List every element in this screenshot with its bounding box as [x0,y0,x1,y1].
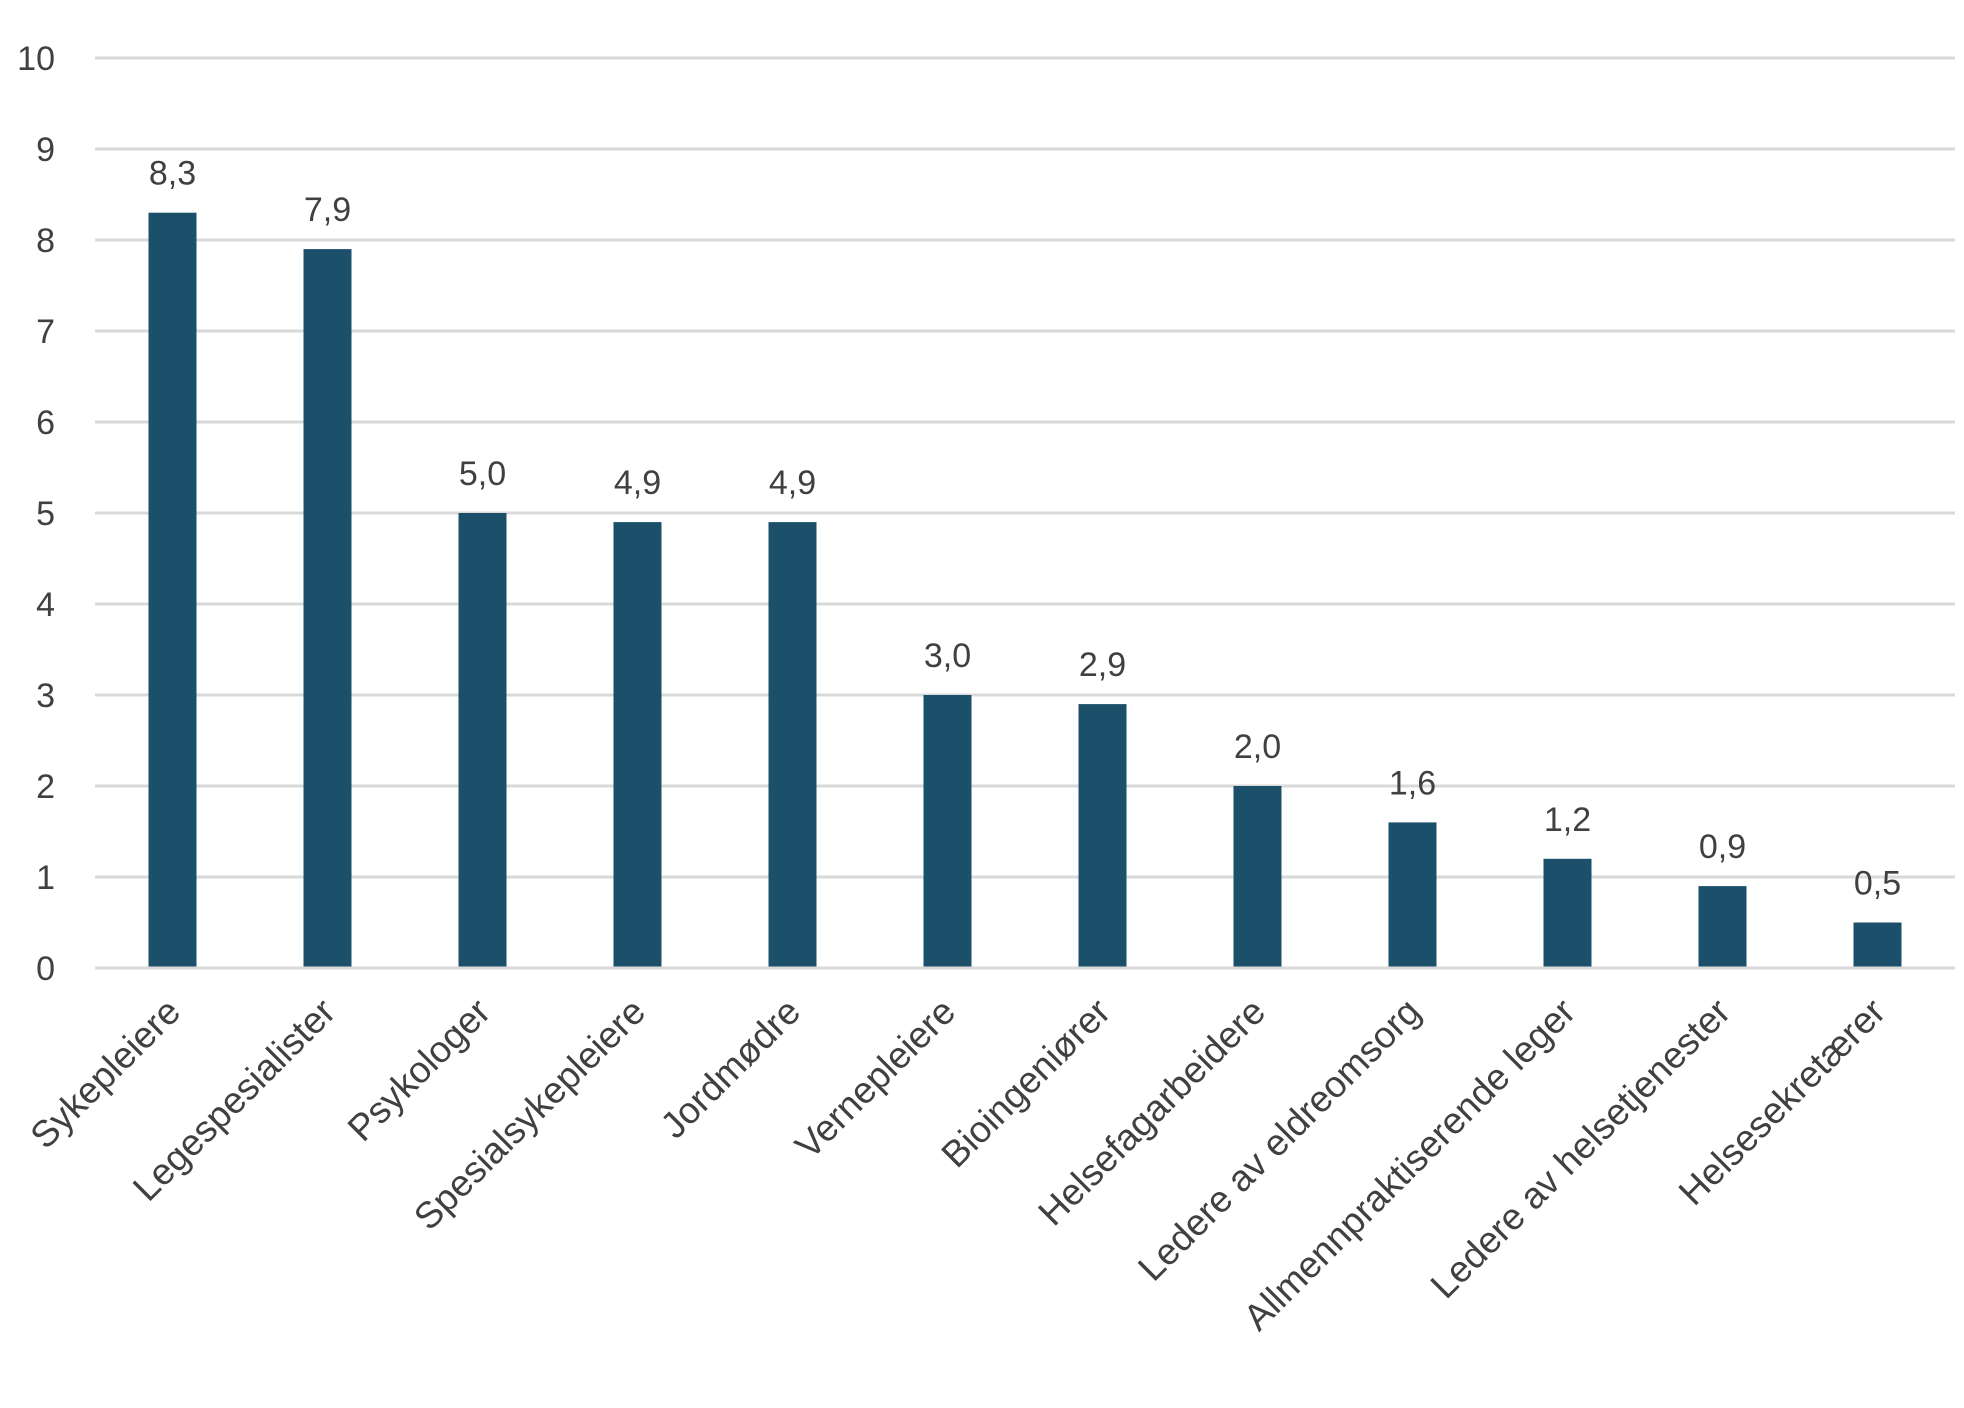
grid-layer [95,56,1955,879]
x-tick-label: Psykologer [340,991,498,1149]
x-tick-label: Ledere av eldreomsorg [1130,991,1428,1289]
y-tick-label: 1 [36,859,55,897]
label-layer: 0123456789108,3Sykepleiere7,9Legespesial… [17,40,1901,1338]
y-tick-label: 2 [36,768,55,806]
y-tick-label: 0 [36,950,55,988]
data-label: 8,3 [149,155,196,193]
bar-2 [303,249,352,969]
y-tick-label: 8 [36,222,55,260]
y-tick-label: 9 [36,131,55,169]
data-label: 1,2 [1544,801,1591,839]
x-tick-label: Vernepleiere [787,991,963,1167]
bar-4 [613,522,662,968]
data-label: 0,9 [1699,828,1746,866]
bar-11 [1698,886,1747,968]
x-tick-label: Jordmødre [653,991,808,1146]
y-tick-label: 4 [36,586,55,624]
x-tick-label: Ledere av helsetjenester [1423,991,1739,1307]
data-label: 5,0 [459,455,506,493]
data-label: 2,0 [1234,728,1281,766]
bar-layer [148,212,1902,969]
x-tick-label: Allmennpraktiserende leger [1236,991,1583,1338]
bar-6 [923,695,972,968]
data-label: 0,5 [1854,865,1901,903]
data-label: 4,9 [769,464,816,502]
y-tick-label: 3 [36,677,55,715]
bar-5 [768,522,817,968]
bar-12 [1853,922,1902,968]
bar-8 [1233,786,1282,968]
bar-1 [148,212,197,968]
data-label: 7,9 [304,191,351,229]
y-tick-label: 6 [36,404,55,442]
data-label: 1,6 [1389,764,1436,802]
y-tick-label: 5 [36,495,55,533]
bar-9 [1388,822,1437,968]
y-tick-label: 10 [17,40,55,78]
y-tick-label: 7 [36,313,55,351]
x-tick-label: Sykepleiere [22,991,188,1157]
bar-10 [1543,858,1592,968]
bar-3 [458,513,507,968]
data-label: 4,9 [614,464,661,502]
data-label: 2,9 [1079,646,1126,684]
bar-7 [1078,704,1127,968]
data-label: 3,0 [924,637,971,675]
